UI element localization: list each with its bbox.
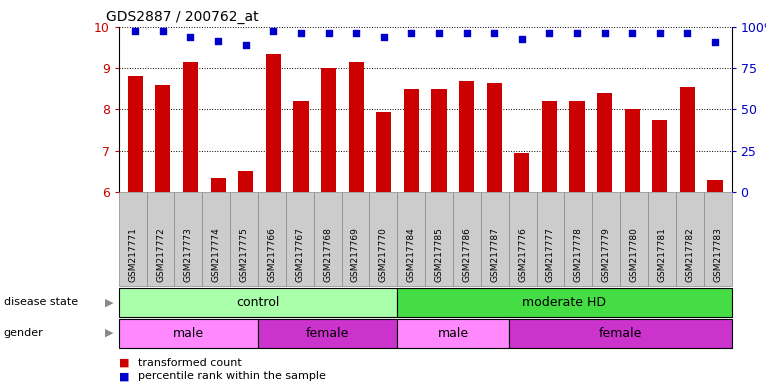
Text: percentile rank within the sample: percentile rank within the sample [138,371,326,381]
Point [488,30,500,36]
Point [267,28,280,34]
Point [571,30,583,36]
Point [295,30,307,36]
Bar [597,93,612,192]
Text: GSM217774: GSM217774 [211,227,221,282]
Point [405,30,417,36]
Text: GSM217781: GSM217781 [657,227,666,282]
Bar [349,62,364,192]
Text: ▶: ▶ [104,328,113,338]
Text: ■: ■ [119,371,129,381]
Text: GSM217786: GSM217786 [463,227,471,282]
Bar [404,89,419,192]
Point [516,36,528,42]
Point [433,30,445,36]
Bar [238,171,254,192]
Point [157,28,169,34]
Text: GSM217768: GSM217768 [323,227,332,282]
Text: control: control [237,296,280,309]
Point [626,30,638,36]
Text: GSM217771: GSM217771 [128,227,137,282]
Point [240,42,252,48]
Bar [293,101,309,192]
Text: GSM217775: GSM217775 [240,227,249,282]
Text: GSM217773: GSM217773 [184,227,193,282]
Point [681,30,693,36]
Text: GSM217776: GSM217776 [518,227,527,282]
Bar [376,111,391,192]
Text: GSM217784: GSM217784 [407,227,416,282]
Bar [155,85,171,192]
Bar [211,177,226,192]
Point [543,30,555,36]
Bar [266,54,281,192]
Bar [707,180,722,192]
Bar [514,153,529,192]
Point [350,30,362,36]
Text: GSM217769: GSM217769 [351,227,360,282]
Text: GSM217766: GSM217766 [267,227,277,282]
Point [598,30,611,36]
Text: ■: ■ [119,358,129,368]
Point [460,30,473,36]
Text: male: male [437,327,469,339]
Point [709,39,721,45]
Text: GSM217787: GSM217787 [490,227,499,282]
Bar [321,68,336,192]
Text: GSM217772: GSM217772 [156,227,165,282]
Text: GSM217779: GSM217779 [601,227,611,282]
Text: GSM217780: GSM217780 [630,227,639,282]
Text: moderate HD: moderate HD [522,296,607,309]
Point [322,30,335,36]
Bar [431,89,447,192]
Text: ▶: ▶ [104,297,113,308]
Text: GDS2887 / 200762_at: GDS2887 / 200762_at [106,10,259,25]
Text: GSM217767: GSM217767 [295,227,304,282]
Text: GSM217770: GSM217770 [379,227,388,282]
Text: gender: gender [4,328,44,338]
Text: GSM217785: GSM217785 [434,227,444,282]
Bar [679,87,695,192]
Text: male: male [173,327,204,339]
Text: GSM217783: GSM217783 [713,227,722,282]
Bar [569,101,584,192]
Text: GSM217778: GSM217778 [574,227,583,282]
Point [129,28,142,34]
Text: GSM217777: GSM217777 [546,227,555,282]
Bar [542,101,557,192]
Bar [128,76,143,192]
Bar [486,83,502,192]
Text: disease state: disease state [4,297,78,308]
Point [185,34,197,40]
Point [378,34,390,40]
Bar [459,81,474,192]
Point [653,30,666,36]
Text: female: female [306,327,349,339]
Text: transformed count: transformed count [138,358,241,368]
Text: female: female [598,327,642,339]
Bar [183,62,198,192]
Text: GSM217782: GSM217782 [686,227,694,282]
Point [212,38,224,45]
Bar [624,109,640,192]
Bar [652,120,667,192]
